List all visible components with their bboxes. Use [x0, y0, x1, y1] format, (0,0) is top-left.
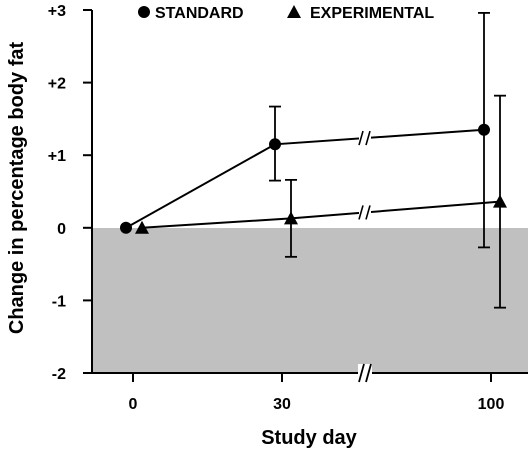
- axis-break-marker: [358, 363, 372, 383]
- legend-label-experimental: EXPERIMENTAL: [310, 5, 434, 22]
- series-line-experimental: [141, 200, 501, 229]
- y-axis-label: Change in percentage body fat: [6, 42, 28, 335]
- legend-marker-experimental: [287, 5, 301, 18]
- y-tick-label: -1: [52, 293, 66, 310]
- x-tick-label: 30: [273, 396, 291, 413]
- x-axis-ticks: 0 30 100: [129, 373, 505, 413]
- series-break-experimental: [358, 205, 371, 220]
- y-axis-ticks: +3 +2 +1 0 -1 -2: [48, 3, 92, 383]
- legend: STANDARD EXPERIMENTAL: [138, 5, 434, 22]
- data-point-standard: [269, 138, 281, 151]
- legend-marker-standard: [138, 6, 150, 18]
- data-point-experimental: [493, 194, 507, 208]
- shaded-negative-region: [92, 228, 528, 373]
- y-tick-label: +2: [48, 76, 66, 93]
- series-break-standard: [358, 130, 371, 146]
- data-point-standard: [478, 123, 490, 136]
- data-point-standard: [120, 221, 132, 234]
- y-tick-label: -2: [52, 366, 66, 383]
- series-layer: [120, 12, 507, 309]
- data-point-experimental: [135, 220, 149, 234]
- series-line-standard: [125, 128, 485, 229]
- legend-label-standard: STANDARD: [155, 5, 244, 22]
- x-tick-label: 100: [478, 396, 505, 413]
- x-tick-label: 0: [129, 396, 138, 413]
- y-tick-label: 0: [57, 221, 66, 238]
- y-tick-label: +1: [48, 148, 66, 165]
- data-point-experimental: [284, 211, 298, 225]
- y-tick-label: +3: [48, 3, 66, 20]
- x-axis-label: Study day: [261, 427, 357, 449]
